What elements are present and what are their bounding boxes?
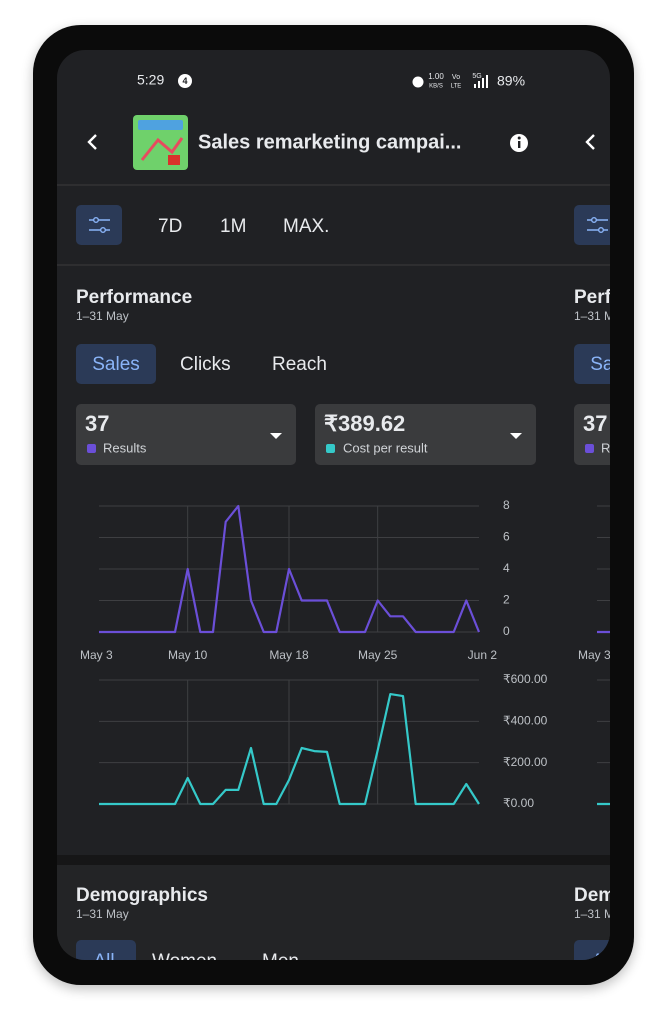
y-tick-label: ₹600.00 (503, 672, 548, 686)
panel: Sales remarketing campai... 7D 1M MAX. P… (57, 115, 610, 980)
tab-men[interactable]: Men (262, 951, 299, 972)
date-range: 1–31 May (76, 309, 129, 323)
network: 5G (472, 73, 481, 80)
date-range: 1–31 May (574, 907, 627, 921)
speed: 1.00 (428, 72, 444, 81)
y-tick-label: 8 (503, 498, 510, 512)
cost-chart: ₹0.00 ₹200.00 ₹400.00 ₹600.00 (99, 672, 548, 810)
tab-chip[interactable] (76, 940, 136, 980)
time: 5:29 (137, 72, 164, 88)
filter-button[interactable] (76, 205, 122, 245)
legend-swatch (87, 444, 96, 453)
x-tick-label: May 18 (269, 648, 309, 662)
date-range: 1–31 May (76, 907, 129, 921)
section-title: Demographics (574, 885, 667, 906)
screen-bg (57, 50, 610, 960)
thumbnail (631, 115, 667, 170)
screen: Sales remarketing campai... 7D 1M MAX. P… (57, 50, 667, 980)
tab-chip[interactable] (574, 344, 654, 384)
section-gap (555, 855, 610, 865)
legend-swatch (326, 444, 335, 453)
filter-max[interactable]: MAX. (283, 216, 329, 237)
signal-icon (474, 75, 488, 88)
filter-7d[interactable]: 7D (656, 216, 667, 237)
volte: LTE (451, 84, 462, 90)
x-tick-label: May 25 (358, 648, 398, 662)
results-chart: 0 2 4 6 8 May 3 May 10 May 18 May 25 Jun 2 (80, 498, 510, 662)
tab-chip[interactable] (574, 940, 634, 980)
filter-button[interactable] (574, 205, 620, 245)
x-tick-label: May 3 (578, 648, 611, 662)
data-line (99, 693, 480, 806)
dropdown-caret (510, 433, 522, 439)
metric-card[interactable]: 37 Results (76, 404, 296, 465)
badge (178, 74, 192, 88)
tab-reach[interactable]: Reach (272, 354, 327, 375)
speed-unit: KB/S (429, 84, 443, 90)
metric-value: 37 (583, 411, 607, 436)
tab-women[interactable]: Women (152, 951, 217, 972)
y-tick-label: 4 (503, 561, 510, 575)
status-bar: 5:29 4 1.00 KB/S Vo LTE 5G 89% (137, 72, 525, 90)
y-tick-label: ₹0.00 (503, 796, 534, 810)
back-button[interactable] (87, 134, 97, 150)
metric-value: 37 (85, 411, 109, 436)
notification-count: 4 (182, 76, 187, 86)
campaign-title: Sales remarketing campai... (198, 131, 461, 153)
tab-sales[interactable]: Sales (590, 354, 638, 375)
y-tick-label: ₹400.00 (503, 714, 548, 728)
back-button[interactable] (585, 134, 595, 150)
thumbnail (133, 115, 188, 170)
x-tick-label: Jun 2 (468, 648, 498, 662)
tab-all[interactable]: All (93, 951, 114, 972)
tab-women[interactable]: Women (650, 951, 667, 972)
y-tick-label: 0 (503, 624, 510, 638)
section-title: Performance (76, 287, 192, 308)
tab-sales[interactable]: Sales (92, 354, 140, 375)
demographics-bg (57, 865, 610, 960)
legend-swatch (585, 444, 594, 453)
tab-chip[interactable] (76, 344, 156, 384)
section-title: Demographics (76, 885, 208, 906)
section-gap (57, 855, 610, 865)
section-title: Performance (574, 287, 667, 308)
tab-clicks[interactable]: Clicks (180, 354, 231, 375)
dropdown-caret (270, 433, 282, 439)
date-range: 1–31 May (574, 309, 627, 323)
filter-1m[interactable]: 1M (220, 216, 246, 237)
x-tick-label: May 3 (80, 648, 113, 662)
next-panel: Sales remarketing campai... 7D 1M MAX. P… (555, 115, 667, 980)
metric-label: Results (103, 440, 147, 455)
alarm-icon (412, 76, 424, 88)
volte: Vo (452, 74, 460, 81)
battery: 89% (497, 73, 525, 89)
filter-7d[interactable]: 7D (158, 216, 182, 237)
info-button[interactable] (510, 134, 528, 152)
metric-value: ₹389.62 (324, 411, 405, 436)
metric-label: Cost per result (343, 440, 428, 455)
data-line (99, 504, 481, 634)
metric-card[interactable]: ₹389.62 Cost per result (315, 404, 536, 465)
x-tick-label: May 10 (168, 648, 208, 662)
y-tick-label: 6 (503, 530, 510, 544)
y-tick-label: ₹200.00 (503, 755, 548, 769)
metric-label: Results (601, 440, 645, 455)
metric-card[interactable]: 37 Results (574, 404, 667, 465)
y-tick-label: 2 (503, 593, 510, 607)
